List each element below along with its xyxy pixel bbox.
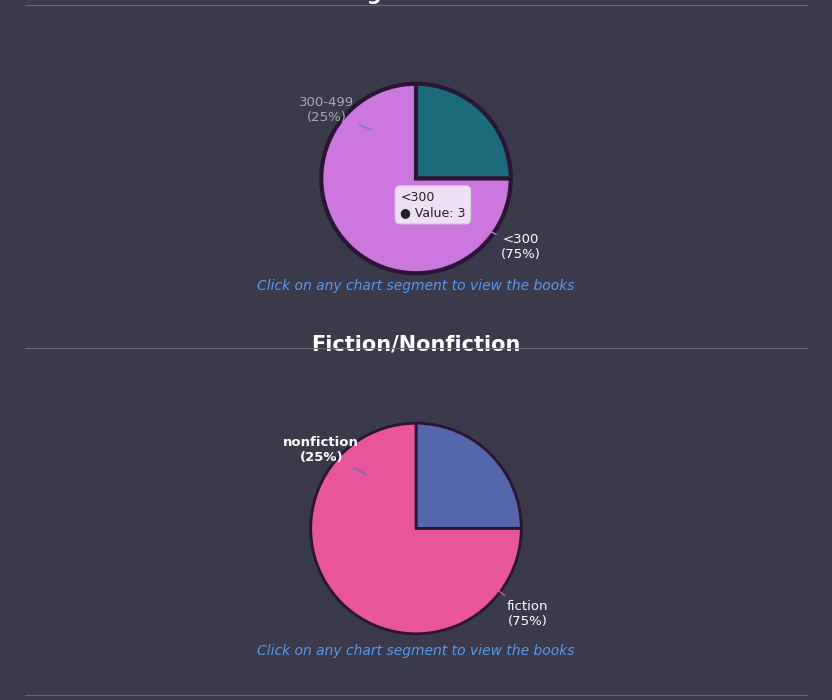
Title: Fiction/Nonfiction: Fiction/Nonfiction [311,334,521,354]
Wedge shape [321,84,511,273]
Text: Click on any chart segment to view the books: Click on any chart segment to view the b… [257,644,575,658]
Text: nonfiction
(25%): nonfiction (25%) [284,435,366,475]
Text: Click on any chart segment to view the books: Click on any chart segment to view the b… [257,279,575,293]
Wedge shape [310,424,522,634]
Text: 300-499
(25%): 300-499 (25%) [299,96,371,130]
Text: <300
(75%): <300 (75%) [487,230,542,261]
Wedge shape [416,424,522,528]
Title: Page number: Page number [338,0,494,4]
Text: <300
● Value: 3: <300 ● Value: 3 [400,191,466,219]
Wedge shape [416,84,511,178]
Text: fiction
(75%): fiction (75%) [498,589,548,628]
